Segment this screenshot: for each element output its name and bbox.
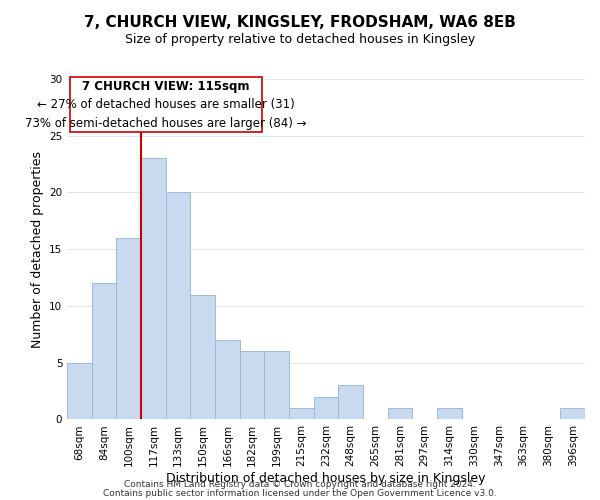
X-axis label: Distribution of detached houses by size in Kingsley: Distribution of detached houses by size … [166, 472, 486, 485]
Bar [116, 238, 141, 420]
Text: 73% of semi-detached houses are larger (84) →: 73% of semi-detached houses are larger (… [25, 116, 307, 130]
Text: 7 CHURCH VIEW: 115sqm: 7 CHURCH VIEW: 115sqm [82, 80, 250, 94]
Text: 7, CHURCH VIEW, KINGSLEY, FRODSHAM, WA6 8EB: 7, CHURCH VIEW, KINGSLEY, FRODSHAM, WA6 … [84, 15, 516, 30]
Bar [289, 408, 314, 420]
Bar [388, 408, 412, 420]
Text: ← 27% of detached houses are smaller (31): ← 27% of detached houses are smaller (31… [37, 98, 295, 111]
Text: Size of property relative to detached houses in Kingsley: Size of property relative to detached ho… [125, 32, 475, 46]
Bar [67, 362, 92, 420]
Bar [265, 352, 289, 420]
FancyBboxPatch shape [70, 76, 262, 132]
Bar [141, 158, 166, 420]
Y-axis label: Number of detached properties: Number of detached properties [31, 150, 44, 348]
Bar [215, 340, 240, 419]
Text: Contains HM Land Registry data © Crown copyright and database right 2024.: Contains HM Land Registry data © Crown c… [124, 480, 476, 489]
Bar [240, 352, 265, 420]
Bar [92, 284, 116, 420]
Bar [560, 408, 585, 420]
Bar [190, 294, 215, 420]
Bar [314, 397, 338, 419]
Bar [338, 386, 363, 420]
Text: Contains public sector information licensed under the Open Government Licence v3: Contains public sector information licen… [103, 488, 497, 498]
Bar [437, 408, 462, 420]
Bar [166, 192, 190, 420]
